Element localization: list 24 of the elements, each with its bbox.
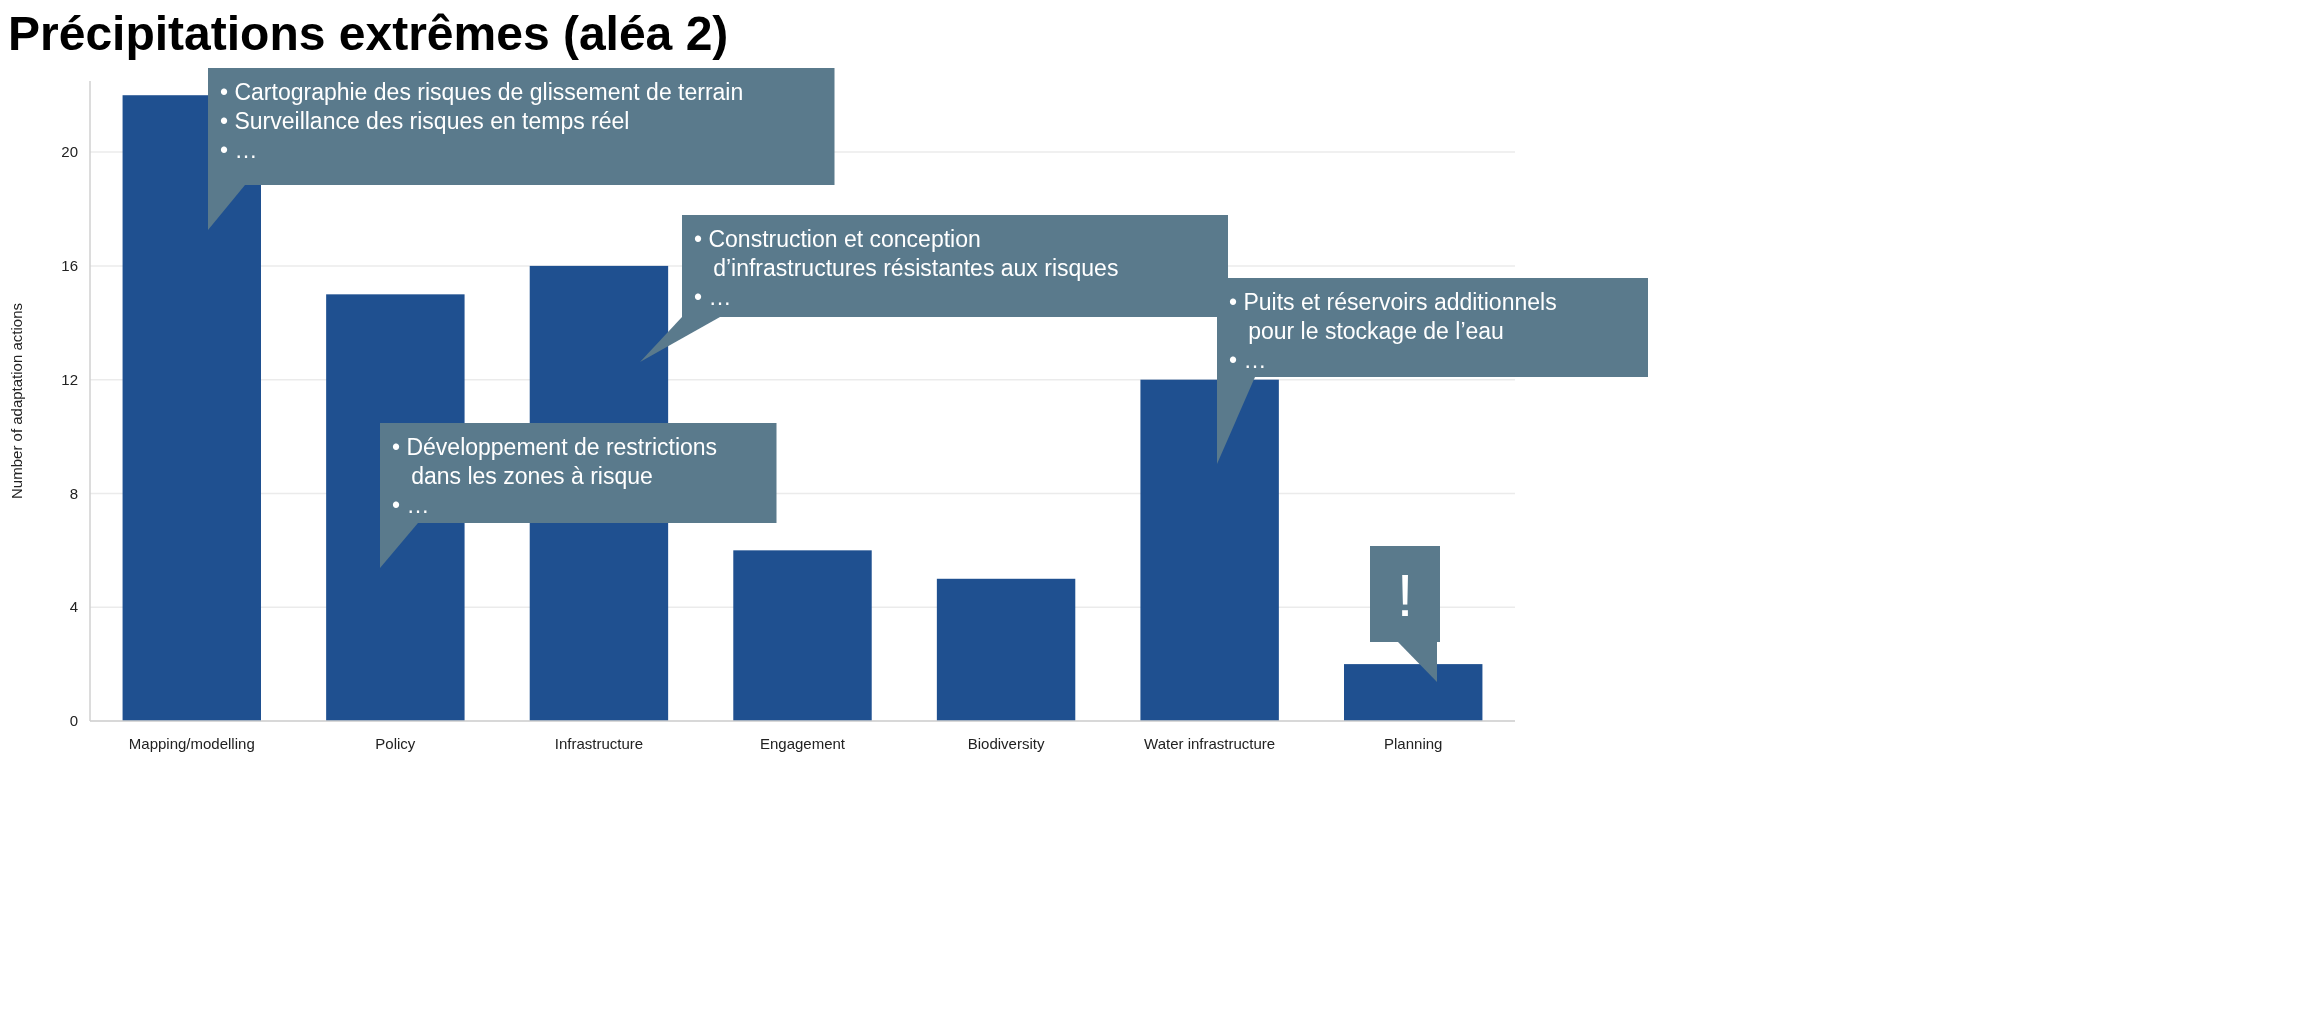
annotation: ! xyxy=(1396,562,1414,629)
x-tick-label: Engagement xyxy=(759,735,846,752)
y-tick-label: 8 xyxy=(69,484,78,502)
y-tick-label: 20 xyxy=(61,143,78,161)
bar xyxy=(1140,379,1279,721)
y-tick-label: 16 xyxy=(61,257,78,275)
x-tick-label: Infrastructure xyxy=(554,735,644,752)
bar xyxy=(1344,664,1483,721)
bar xyxy=(733,550,872,721)
annotation: • Cartographie des risques de glissement de terrain • Surveillance des risques en temps réel • … xyxy=(220,79,744,163)
annotation: • Développement de restrictions dans les zones à risque • … xyxy=(392,434,718,518)
x-tick-label: Policy xyxy=(375,735,416,752)
annotation: • Construction et conception d’infrastructures résistantes aux risques • … xyxy=(694,226,1119,310)
bar xyxy=(936,578,1076,721)
x-tick-label: Mapping/modelling xyxy=(128,735,255,752)
annotation: • Puits et réservoirs additionnels pour le stockage de l’eau • … xyxy=(1229,289,1557,373)
y-axis-title: Number of adaptation actions xyxy=(8,303,25,499)
y-tick-label: 12 xyxy=(61,370,78,388)
chart-title: Précipitations extrêmes (aléa 2) xyxy=(8,7,729,60)
x-tick-label: Planning xyxy=(1384,735,1443,752)
y-tick-label: 4 xyxy=(69,598,78,616)
y-tick-label: 0 xyxy=(69,712,78,730)
x-tick-label: Biodiversity xyxy=(967,735,1045,752)
x-tick-label: Water infrastructure xyxy=(1144,735,1276,752)
